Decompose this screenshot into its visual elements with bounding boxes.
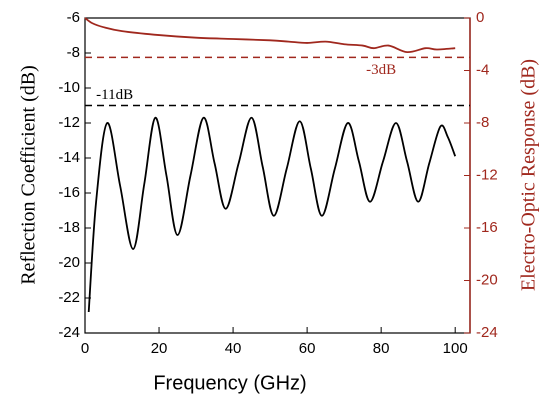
y2-tick-label: -4 — [476, 61, 489, 78]
x-tick-label: 80 — [373, 340, 390, 357]
y2-tick-label: -24 — [476, 324, 498, 341]
data-line — [87, 116, 457, 313]
y-tick-label: -12 — [58, 114, 80, 131]
x-tick-label: 40 — [225, 340, 242, 357]
y-tick-label: -18 — [58, 219, 80, 236]
data-line — [84, 17, 456, 54]
y-tick-label: -10 — [58, 79, 80, 96]
y2-tick-label: -8 — [476, 114, 489, 131]
x-axis-label: Frequency (GHz) — [153, 372, 306, 394]
y2-tick-label: 0 — [476, 9, 484, 26]
y-tick-label: -8 — [67, 44, 80, 61]
y-tick-label: -24 — [58, 324, 80, 341]
y-tick-label: -14 — [58, 149, 80, 166]
y-tick-label: -16 — [58, 184, 80, 201]
x-tick-label: 0 — [81, 340, 89, 357]
y2-tick-label: -20 — [476, 271, 498, 288]
x-tick-label: 60 — [299, 340, 316, 357]
y-tick-label: -20 — [58, 254, 80, 271]
y-tick-label: -6 — [67, 9, 80, 26]
y2-tick-label: -16 — [476, 219, 498, 236]
y-tick-label: -22 — [58, 289, 80, 306]
reference-label: -11dB — [96, 87, 133, 103]
reference-label: -3dB — [366, 62, 396, 78]
y2-axis-label: Electro-Optic Response (dB) — [518, 59, 540, 291]
y2-tick-label: -12 — [476, 166, 498, 183]
x-tick-label: 20 — [151, 340, 168, 357]
plot-frame — [84, 17, 471, 334]
y-axis-label: Reflection Coefficient (dB) — [18, 65, 40, 285]
x-tick-label: 100 — [443, 340, 468, 357]
